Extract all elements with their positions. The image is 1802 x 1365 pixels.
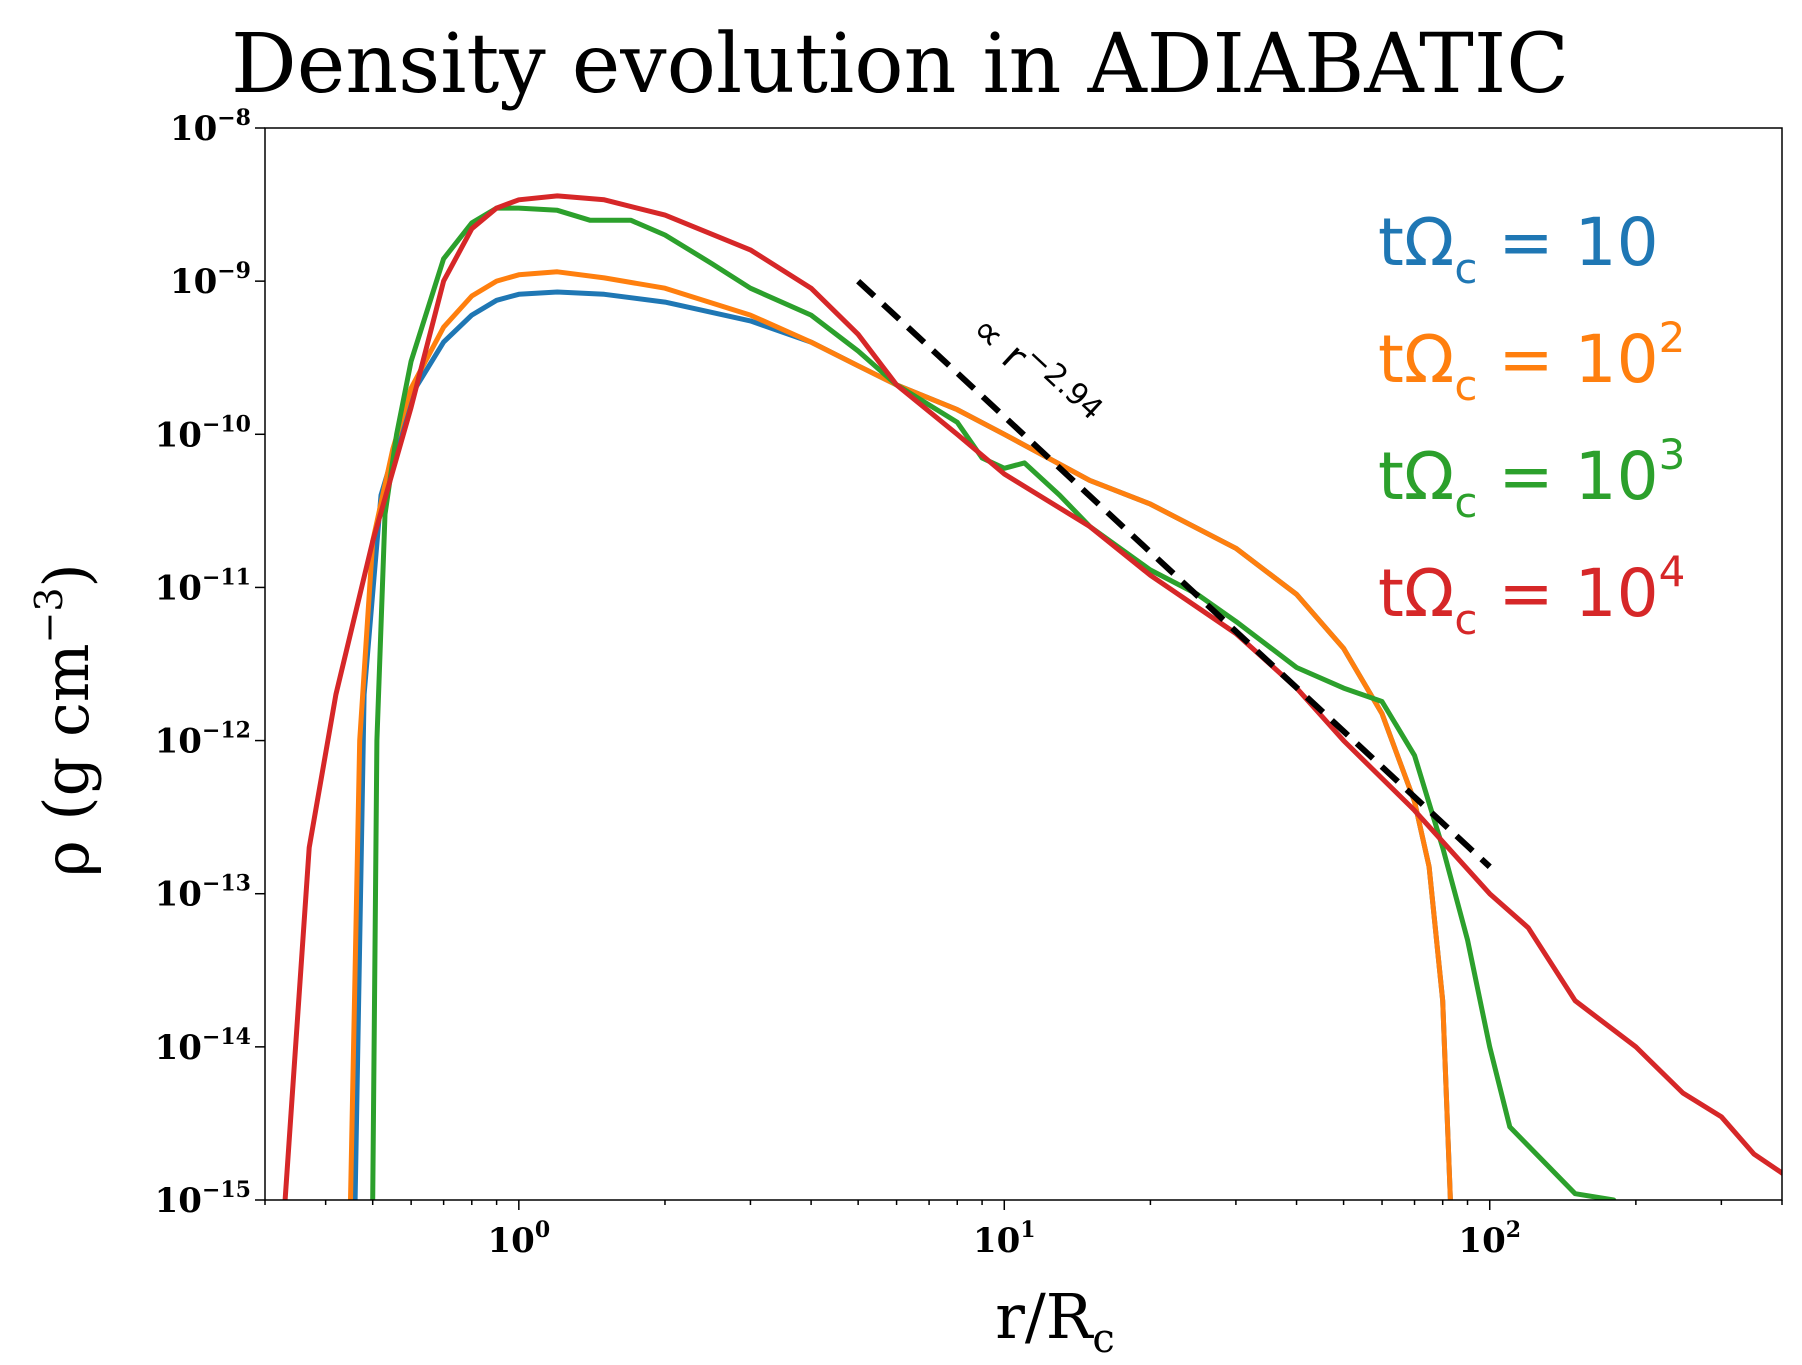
series-line-4	[282, 193, 1782, 1200]
y-tick-label: 10−10	[155, 411, 251, 455]
legend-entry-4: tΩc = 104	[1378, 547, 1685, 644]
x-tick-label: 102	[1458, 1217, 1521, 1261]
y-tick-label: 10−12	[155, 718, 251, 762]
y-axis-label: ρ (g cm−3)	[27, 563, 103, 877]
fit-line	[856, 278, 1492, 869]
x-tick-label: 100	[488, 1217, 551, 1261]
fit-annotation: ∝ r−2.94	[962, 300, 1109, 442]
y-tick-label: 10−11	[155, 564, 251, 608]
series-lines	[282, 193, 1782, 1200]
x-axis-label-main: r/R	[995, 1280, 1095, 1353]
y-axis-label-sup: −3	[27, 587, 71, 643]
x-axis-label-sub: c	[1092, 1316, 1114, 1362]
fit-annotation-exp: −2.94	[1018, 339, 1109, 427]
legend-entry-3: tΩc = 103	[1378, 430, 1685, 527]
y-tick-label: 10−15	[155, 1177, 251, 1221]
y-tick-label: 10−9	[170, 258, 251, 302]
plot-area: ∝ r−2.94 10−8 10−9 10−10 10−11 10−12 10−13 10−1…	[155, 105, 1783, 1261]
plot-frame	[264, 127, 1783, 1201]
legend: tΩc = 10 tΩc = 102 tΩc = 103 tΩc = 104	[1378, 204, 1685, 644]
y-tick-label: 10−8	[170, 105, 251, 149]
y-tick-label: 10−14	[155, 1024, 251, 1068]
x-tick-label: 101	[973, 1217, 1036, 1261]
y-axis-label-main: ρ (g cm	[30, 643, 103, 876]
series-line-3	[370, 205, 1617, 1200]
chart-title: Density evolution in ADIABATIC	[231, 17, 1569, 112]
series-line-1	[352, 289, 1453, 1200]
svg-text:ρ (g cm−3): ρ (g cm−3)	[27, 563, 103, 877]
y-axis-label-close: )	[30, 563, 103, 587]
legend-entry-2: tΩc = 102	[1378, 313, 1685, 410]
y-tick-label: 10−13	[155, 871, 251, 915]
legend-entry-1: tΩc = 10	[1378, 204, 1659, 293]
series-line-2	[348, 269, 1453, 1200]
x-axis-label: r/Rc	[995, 1280, 1115, 1362]
